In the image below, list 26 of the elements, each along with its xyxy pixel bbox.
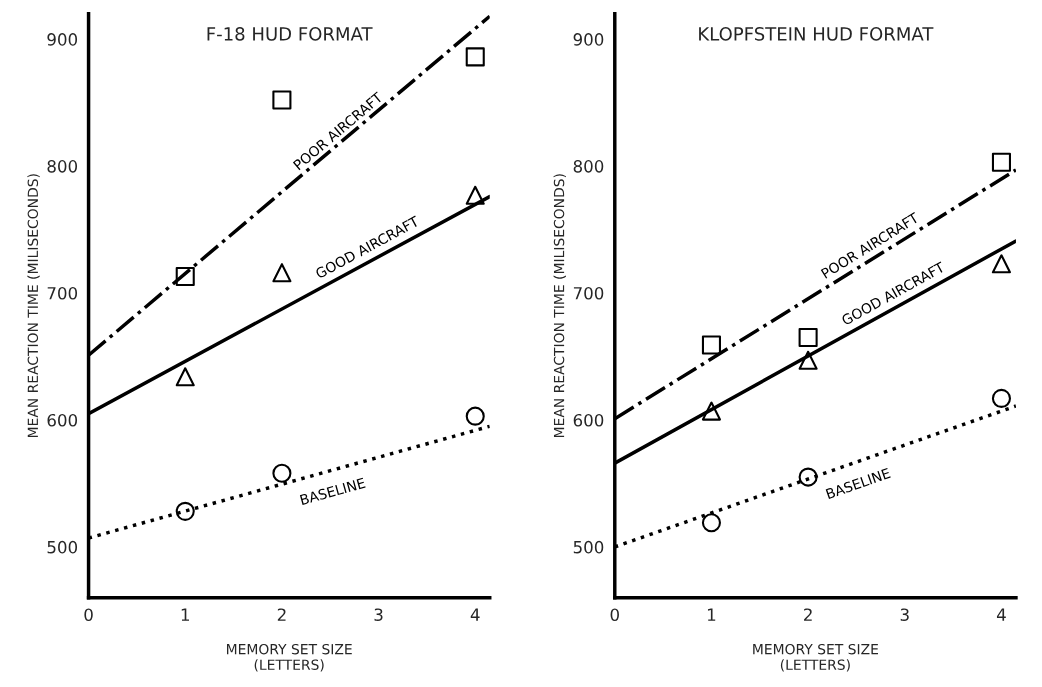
x-tick-label: 4 — [470, 608, 480, 621]
x-tick-label: 2 — [277, 608, 286, 621]
y-tick-label: 700 — [573, 286, 604, 300]
text: KLOPFSTEIN HUD FORMAT — [699, 27, 934, 41]
y-tick-label: 500 — [47, 540, 78, 554]
y-tick-label: 900 — [47, 33, 78, 46]
x-axis-title: MEMORY SET SIZE (LETTERS) — [227, 643, 352, 672]
x-tick-label: 0 — [610, 608, 619, 622]
x-axis-title: MEMORY SET SIZE (LETTERS) — [753, 643, 878, 672]
y-tick-label: 900 — [573, 33, 604, 46]
y-tick-label: 600 — [573, 413, 604, 427]
x-tick-label: 0 — [84, 608, 93, 622]
y-tick-label: 800 — [47, 160, 78, 173]
x-tick-label: 1 — [707, 608, 716, 621]
x-tick-label: 3 — [374, 608, 383, 622]
x-tick-label: 4 — [996, 608, 1006, 621]
y-axis-title: MEAN REACTION TIME (MILISECONDS) — [27, 174, 40, 438]
y-tick-label: 500 — [573, 540, 604, 554]
y-tick-label: 600 — [47, 413, 78, 427]
x-tick-label: 3 — [900, 608, 909, 622]
y-tick-label: 800 — [573, 160, 604, 173]
x-tick-label: 1 — [181, 608, 189, 621]
x-tick-label: 2 — [804, 608, 812, 621]
text: F-18 HUD FORMAT — [207, 27, 373, 41]
y-tick-label: 700 — [47, 286, 78, 300]
y-axis-title: MEAN REACTION TIME (MILISECONDS) — [553, 174, 566, 438]
